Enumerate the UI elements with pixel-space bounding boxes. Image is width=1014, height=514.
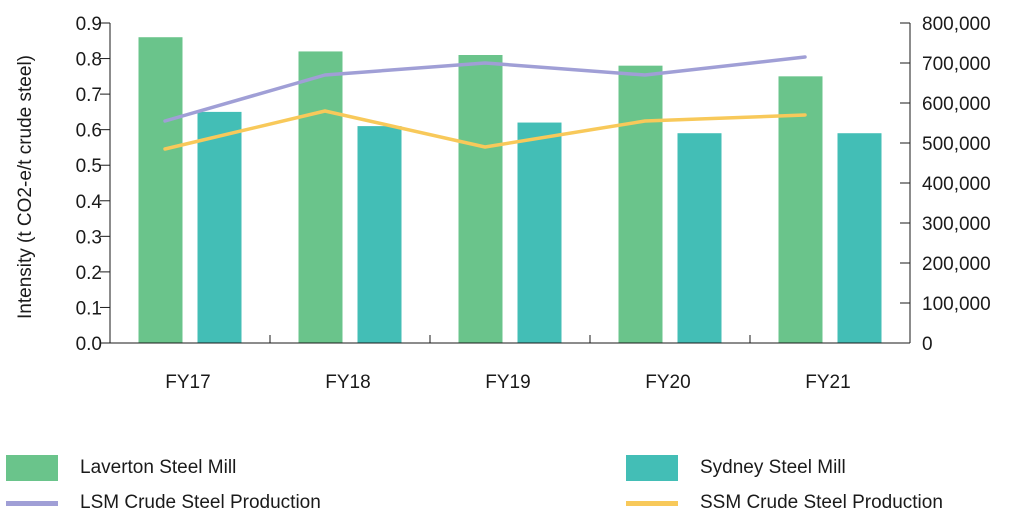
series-line [163, 109, 807, 151]
y-tick-label: 0.6 [76, 121, 102, 142]
bar [837, 133, 882, 343]
bar [298, 51, 343, 343]
y2-tick-label: 100,000 [922, 294, 991, 315]
y-tick-label: 0.2 [76, 263, 102, 284]
x-tick-label: FY17 [165, 372, 210, 393]
y2-tick-label: 700,000 [922, 54, 991, 75]
x-tick-label: FY19 [485, 372, 530, 393]
y2-tick-label: 600,000 [922, 94, 991, 115]
y-tick-label: 0.9 [76, 14, 102, 35]
series-line [163, 55, 807, 123]
y-tick-label: 0.4 [76, 192, 103, 213]
lines-group [163, 55, 807, 151]
y-tick-label: 0.5 [76, 156, 102, 177]
y2-tick-label: 400,000 [922, 174, 991, 195]
axes-group: 0.0 0.1 0.2 0.3 0.4 0.5 0.6 0.7 0.8 0.9 0 100,000 20… [76, 14, 991, 393]
y2-tick-label: 300,000 [922, 214, 991, 235]
x-tick-label: FY18 [325, 372, 370, 393]
x-tick-label: FY21 [805, 372, 850, 393]
bars-group [138, 37, 882, 344]
x-tick-label: FY20 [645, 372, 690, 393]
y-axis-title: Intensity (t CO2-e/t crude steel) [15, 55, 36, 319]
bar [197, 111, 242, 343]
y2-tick-label: 0 [922, 334, 933, 355]
y-tick-label: 0.8 [76, 50, 102, 71]
y-tick-label: 0.7 [76, 85, 102, 106]
bar [517, 122, 562, 343]
bar [138, 37, 183, 343]
bar [778, 76, 823, 343]
y-tick-label: 0.1 [76, 298, 102, 319]
y2-tick-label: 500,000 [922, 134, 991, 155]
bar [458, 55, 503, 343]
y2-tick-label: 800,000 [922, 14, 991, 35]
y-tick-label: 0.3 [76, 227, 102, 248]
bar [618, 65, 663, 344]
y-tick-label: 0.0 [76, 334, 102, 355]
y2-tick-label: 200,000 [922, 254, 991, 275]
bar [357, 126, 402, 343]
bar [677, 133, 722, 343]
